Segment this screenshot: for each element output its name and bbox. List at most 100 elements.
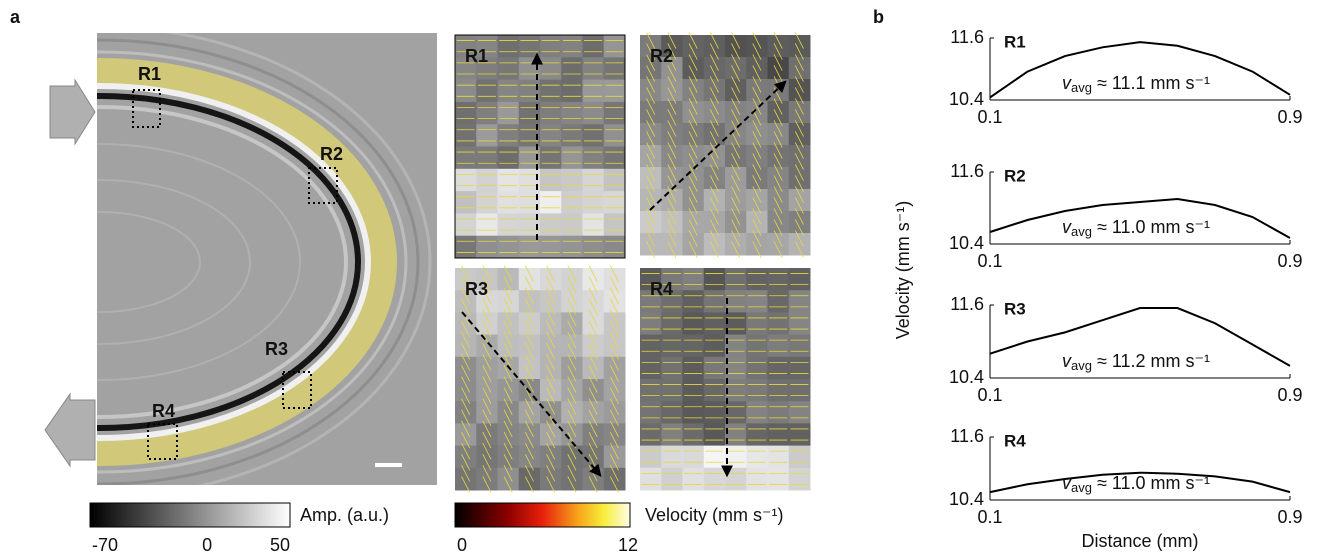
inset-cell (682, 57, 705, 80)
inset-vector (546, 331, 556, 349)
inset-cell (603, 356, 626, 380)
inset-cell (725, 445, 747, 469)
inset-vector (503, 454, 513, 471)
inset-cell (476, 168, 498, 192)
inset-cell (788, 35, 811, 58)
velocity-profile (989, 471, 1291, 494)
inset-vector (646, 186, 656, 203)
inset-vector (709, 76, 719, 93)
inset-cell (788, 423, 811, 447)
inset-cell (497, 445, 520, 469)
inset-vector (588, 320, 598, 338)
inset-vector (503, 331, 513, 349)
inset-cell (661, 35, 683, 58)
inset-vector (688, 230, 698, 247)
colorbar-tick-label: 0 (202, 535, 212, 555)
inset-cell (703, 423, 726, 447)
velocity-profile (989, 41, 1291, 99)
inset-vector (567, 265, 577, 282)
inset-vector (461, 343, 471, 360)
inset-cell (561, 467, 583, 491)
inset-vector (567, 442, 577, 460)
inset-vector (588, 398, 598, 415)
inset-cell (640, 189, 662, 212)
inset-vector (794, 87, 804, 104)
inset-cell (746, 334, 768, 358)
inset-cell (640, 79, 662, 102)
inset-cell (725, 101, 747, 124)
inset-cell (661, 123, 683, 146)
inset-cell (582, 379, 605, 402)
inset-cell (682, 233, 705, 256)
inset-cell (476, 334, 498, 358)
region-label: R4 (650, 279, 673, 299)
inset-cell (682, 268, 705, 291)
inset-vector (524, 387, 534, 404)
inset-cell (746, 101, 768, 124)
inset-cell (703, 356, 726, 380)
inset-cell (746, 189, 768, 212)
inset-vector (588, 409, 598, 427)
inset-vector (567, 343, 577, 360)
inset-cell (661, 312, 683, 336)
inset-vector (588, 265, 598, 282)
inset-vector (667, 142, 677, 159)
inset-vector (503, 398, 513, 415)
inset-cell (455, 290, 477, 313)
inset-vector (773, 98, 783, 115)
inset-cell (540, 101, 562, 125)
inset-cell (518, 356, 541, 380)
inset-vector (461, 265, 471, 282)
region-label: R4 (152, 401, 175, 421)
inset-vector (773, 197, 783, 214)
inset-vector (646, 230, 656, 247)
inset-vector (461, 409, 471, 427)
inset-cell (640, 334, 662, 358)
inset-vector (794, 175, 804, 192)
inset-cell (540, 334, 562, 358)
inset-vector (773, 175, 783, 192)
inset-vector (794, 186, 804, 203)
inset-vector (567, 454, 577, 471)
inset-vector (752, 164, 762, 181)
inset-vector (688, 87, 698, 104)
inset-vector (667, 32, 677, 49)
inset-cell (603, 57, 626, 81)
annotation-text: ≈ 11.0 mm s⁻¹ (1097, 217, 1210, 237)
inset-vector (752, 186, 762, 203)
inset-cell (788, 379, 811, 402)
inset-cell (746, 79, 768, 102)
inset-vector (794, 197, 804, 214)
inset-vector (794, 32, 804, 49)
inset-cell (455, 191, 477, 214)
y-tick-label: 11.6 (950, 161, 984, 181)
inset-vector (709, 230, 719, 247)
inset-cell (497, 213, 520, 237)
inset-cell (455, 401, 477, 424)
amplitude-image (97, 33, 437, 485)
inset-vector (688, 197, 698, 214)
inset-vector (503, 298, 513, 316)
inset-cell (746, 167, 768, 190)
inset-cell (540, 290, 562, 313)
inset-vector (794, 43, 804, 60)
inset-cell (788, 290, 811, 313)
inset-vector (667, 131, 677, 148)
chart-title: R3 (1004, 299, 1026, 318)
x-axis-label: Distance (mm) (1081, 531, 1198, 551)
inset-vector (503, 354, 513, 371)
inset-vector (752, 54, 762, 71)
inset-cell (561, 57, 583, 81)
inset-cell (725, 123, 747, 146)
inset-vector (609, 365, 619, 382)
annotation: vavg ≈ 11.1 mm s⁻¹ (1062, 73, 1210, 96)
inset-cell (703, 123, 726, 146)
inset-cell (540, 445, 562, 469)
inset-cell (661, 167, 683, 190)
inset-vector (588, 354, 598, 371)
inset-vector (773, 230, 783, 247)
inset-cell (703, 79, 726, 102)
roi-boxes (132, 89, 338, 460)
inset-vector (646, 142, 656, 159)
